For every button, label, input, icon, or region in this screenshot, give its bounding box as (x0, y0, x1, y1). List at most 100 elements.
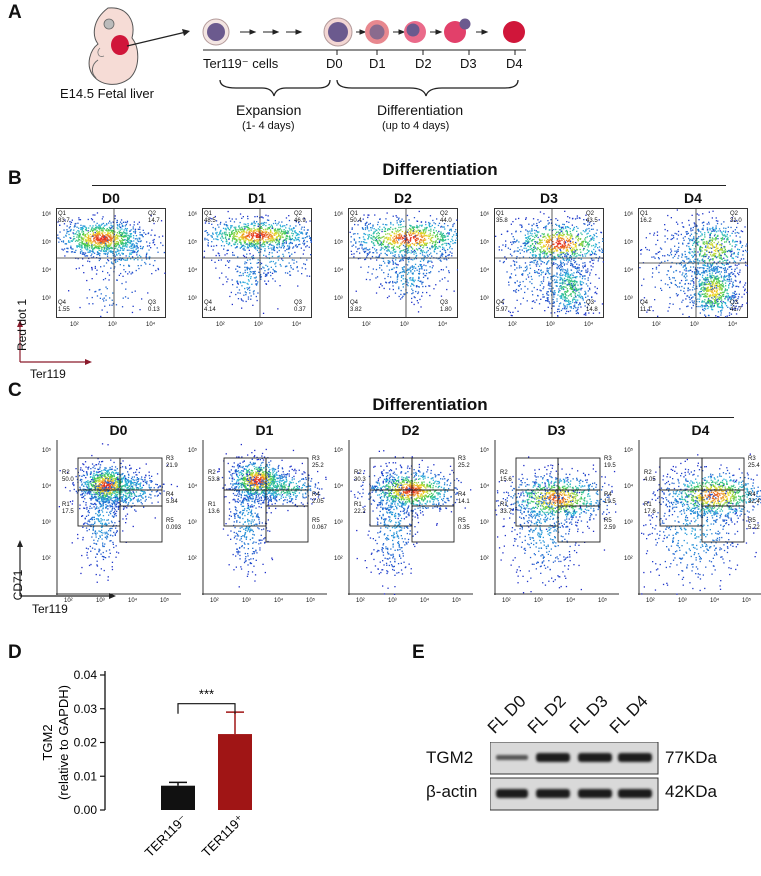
y-tick: 10² (42, 556, 51, 562)
y-tick: 10⁶ (42, 212, 52, 218)
region-label-r1: R1 17.5 (62, 502, 74, 515)
blot-lane-label: FL D2 (523, 691, 570, 738)
y-tick: 10³ (42, 296, 51, 302)
x-tick: 10² (652, 322, 661, 328)
x-tick: 10⁴ (438, 322, 448, 328)
x-tick: 10³ (534, 598, 543, 604)
quadrant-label-q3: Q3 14.8 (586, 300, 598, 313)
region-label-r4: R4 19.5 (604, 492, 616, 505)
panel-c-day-label: D3 (547, 422, 566, 438)
day-d4-label: D4 (506, 56, 523, 71)
bar-ter119-pos (218, 734, 252, 810)
region-label-r2: R2 4.05 (644, 470, 656, 483)
region-label-r5: R5 0.067 (312, 518, 328, 531)
quadrant-label-q3: Q3 41.7 (730, 300, 742, 313)
band-actin-d4 (618, 789, 652, 798)
region-label-r1: R1 13.6 (208, 502, 220, 515)
day-d3-label: D3 (460, 56, 477, 71)
x-tick: 10⁴ (274, 598, 284, 604)
region-label-r2: R2 15.6 (500, 470, 512, 483)
panel-c-day-label: D4 (691, 422, 710, 438)
embryo-illustration (88, 7, 139, 85)
panel-b-letter: B (8, 168, 22, 189)
panel-c-letter: C (8, 380, 22, 401)
quadrant-label-q4: Q4 4.14 (204, 300, 216, 313)
region-label-r4: R4 5.84 (166, 492, 178, 505)
region-label-r1: R1 22.2 (354, 502, 366, 515)
y-tick: 10³ (334, 296, 343, 302)
x-tick: 10³ (242, 598, 251, 604)
y-tick: 10⁵ (188, 240, 198, 246)
x-category-label: TER119⁻ (142, 812, 191, 861)
y-tick: 10⁵ (42, 448, 52, 454)
expansion-label: Expansion (236, 102, 302, 118)
gate-r5 (265, 505, 309, 543)
x-tick: 10³ (254, 322, 263, 328)
y-axis-label-line1: TGM2 (40, 724, 55, 760)
y-tick: 10⁴ (42, 268, 52, 274)
x-tick: 10⁵ (452, 598, 462, 604)
gate-r5 (557, 505, 601, 543)
quadrant-label-q4: Q4 1.55 (58, 300, 70, 313)
x-tick: 10³ (690, 322, 699, 328)
region-label-r5: R5 2.59 (604, 518, 616, 531)
quadrant-label-q3: Q3 0.13 (148, 300, 160, 313)
panel-c-ylabel: CD71 (11, 569, 25, 601)
flow-plot-d3 (494, 208, 604, 318)
region-label-r3: R3 25.4 (748, 456, 760, 469)
x-tick: 10² (64, 598, 73, 604)
y-tick-label: 0.03 (74, 702, 98, 716)
y-tick: 10² (480, 556, 489, 562)
y-tick-label: 0.02 (74, 736, 98, 750)
panel-d-letter: D (8, 642, 22, 663)
panel-b-title-rule (92, 185, 726, 186)
tgm2-bar-chart: 0.00 0.01 0.02 0.03 0.04 TGM2 (relative to GAP… (40, 668, 252, 861)
y-tick: 10⁵ (480, 240, 490, 246)
y-tick: 10⁴ (480, 484, 490, 490)
x-tick: 10⁴ (128, 598, 138, 604)
panel-b-day-label: D1 (248, 190, 266, 206)
y-tick: 10² (624, 556, 633, 562)
panel-b-ylabel: Red dot 1 (15, 298, 29, 352)
gate-r5 (411, 505, 455, 543)
x-tick: 10⁴ (566, 598, 576, 604)
flow-plot-d0 (56, 208, 166, 318)
band-tgm2-d0 (496, 755, 528, 760)
y-tick: 10⁶ (334, 212, 344, 218)
x-tick: 10² (362, 322, 371, 328)
blot-row-tgm2-size: 77KDa (665, 748, 717, 767)
panel-c-title-rule (100, 417, 734, 418)
y-tick: 10⁶ (188, 212, 198, 218)
differentiation-label: Differentiation (377, 102, 464, 118)
x-tick: 10⁵ (160, 598, 170, 604)
y-tick-label: 0.01 (74, 769, 98, 783)
gate-r5 (701, 505, 745, 543)
region-label-r1: R1 17.6 (644, 502, 656, 515)
x-tick: 10² (216, 322, 225, 328)
y-tick: 10⁵ (624, 448, 634, 454)
blot-lane-label: FL D0 (483, 691, 530, 738)
y-tick-label: 0.04 (74, 668, 98, 682)
band-actin-d3 (578, 789, 612, 798)
blot-row-tgm2-label: TGM2 (426, 748, 474, 767)
y-axis-label-line2: (relative to GAPDH) (56, 685, 71, 800)
band-tgm2-d2 (536, 753, 570, 762)
cd71-plot-d2 (348, 440, 473, 595)
region-label-r3: R3 25.2 (458, 456, 470, 469)
region-label-r2: R2 30.3 (354, 470, 366, 483)
x-tick: 10³ (546, 322, 555, 328)
region-label-r5: R5 0.093 (166, 518, 182, 531)
panel-a-schematic (88, 7, 526, 97)
y-tick: 10⁵ (334, 448, 344, 454)
flow-plot-d4 (638, 208, 748, 318)
western-blot-image (490, 742, 659, 811)
x-tick: 10² (646, 598, 655, 604)
x-tick: 10⁵ (742, 598, 752, 604)
region-label-r5: R5 5.72 (748, 518, 760, 531)
band-tgm2-d3 (578, 753, 612, 762)
panel-b-axis-arrows (17, 320, 92, 365)
y-tick: 10⁴ (188, 484, 198, 490)
y-tick: 10⁵ (334, 240, 344, 246)
panel-c-title: Differentiation (372, 395, 488, 414)
day-d1-label: D1 (369, 56, 386, 71)
